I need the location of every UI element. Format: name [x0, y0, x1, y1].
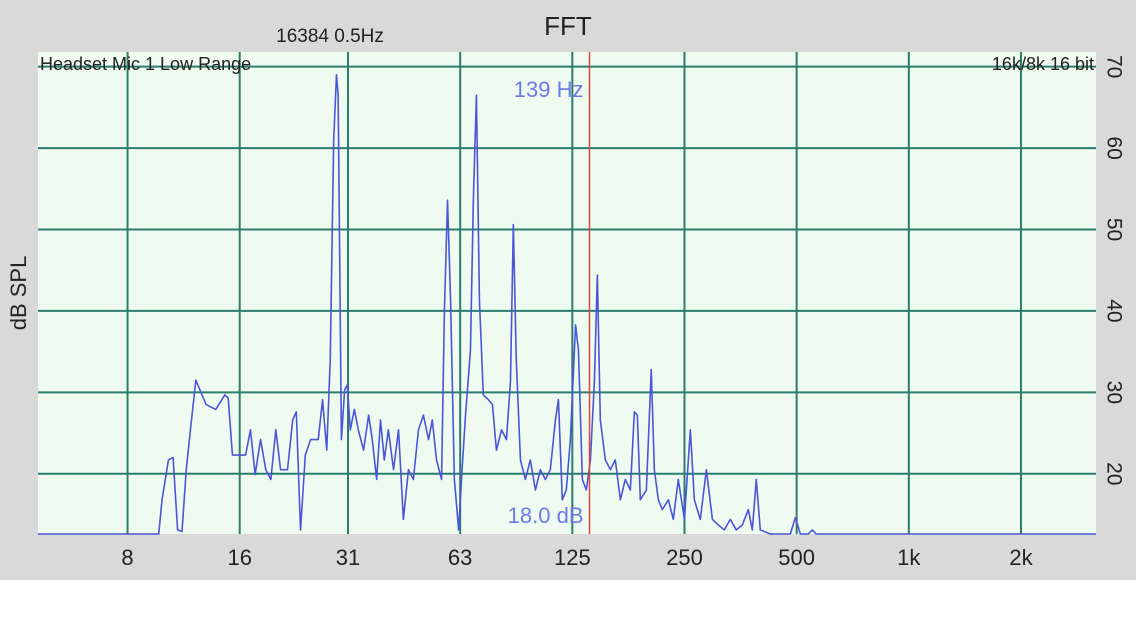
- plot-area: [38, 52, 1096, 534]
- x-tick-label: 8: [121, 545, 133, 570]
- x-tick-label: 31: [336, 545, 360, 570]
- y-tick-label: 50: [1102, 218, 1125, 241]
- grid: [38, 52, 1096, 534]
- marks: [38, 52, 1096, 535]
- cursor-frequency-label: 139 Hz: [514, 77, 584, 102]
- x-tick-label: 1k: [897, 545, 921, 570]
- y-tick-label: 70: [1102, 55, 1125, 78]
- cursor-level-label: 18.0 dB: [508, 503, 584, 528]
- x-tick-label: 16: [227, 545, 251, 570]
- x-tick-label: 250: [666, 545, 703, 570]
- y-tick-label: 30: [1102, 381, 1125, 404]
- format-label: 16k/8k 16 bit: [992, 54, 1094, 74]
- y-axis-title: dB SPL: [6, 256, 31, 331]
- x-tick-label: 63: [448, 545, 472, 570]
- chart-title: FFT: [544, 11, 592, 41]
- y-tick-label: 60: [1102, 136, 1125, 159]
- y-tick-label: 40: [1102, 299, 1125, 322]
- x-tick-label: 125: [554, 545, 591, 570]
- y-tick-label: 20: [1102, 462, 1125, 485]
- spectrum-line: [38, 74, 1096, 535]
- chart-subtitle: 16384 0.5Hz: [276, 26, 384, 47]
- x-tick-label: 2k: [1009, 545, 1033, 570]
- source-label: Headset Mic 1 Low Range: [40, 54, 251, 74]
- x-tick-label: 500: [778, 545, 815, 570]
